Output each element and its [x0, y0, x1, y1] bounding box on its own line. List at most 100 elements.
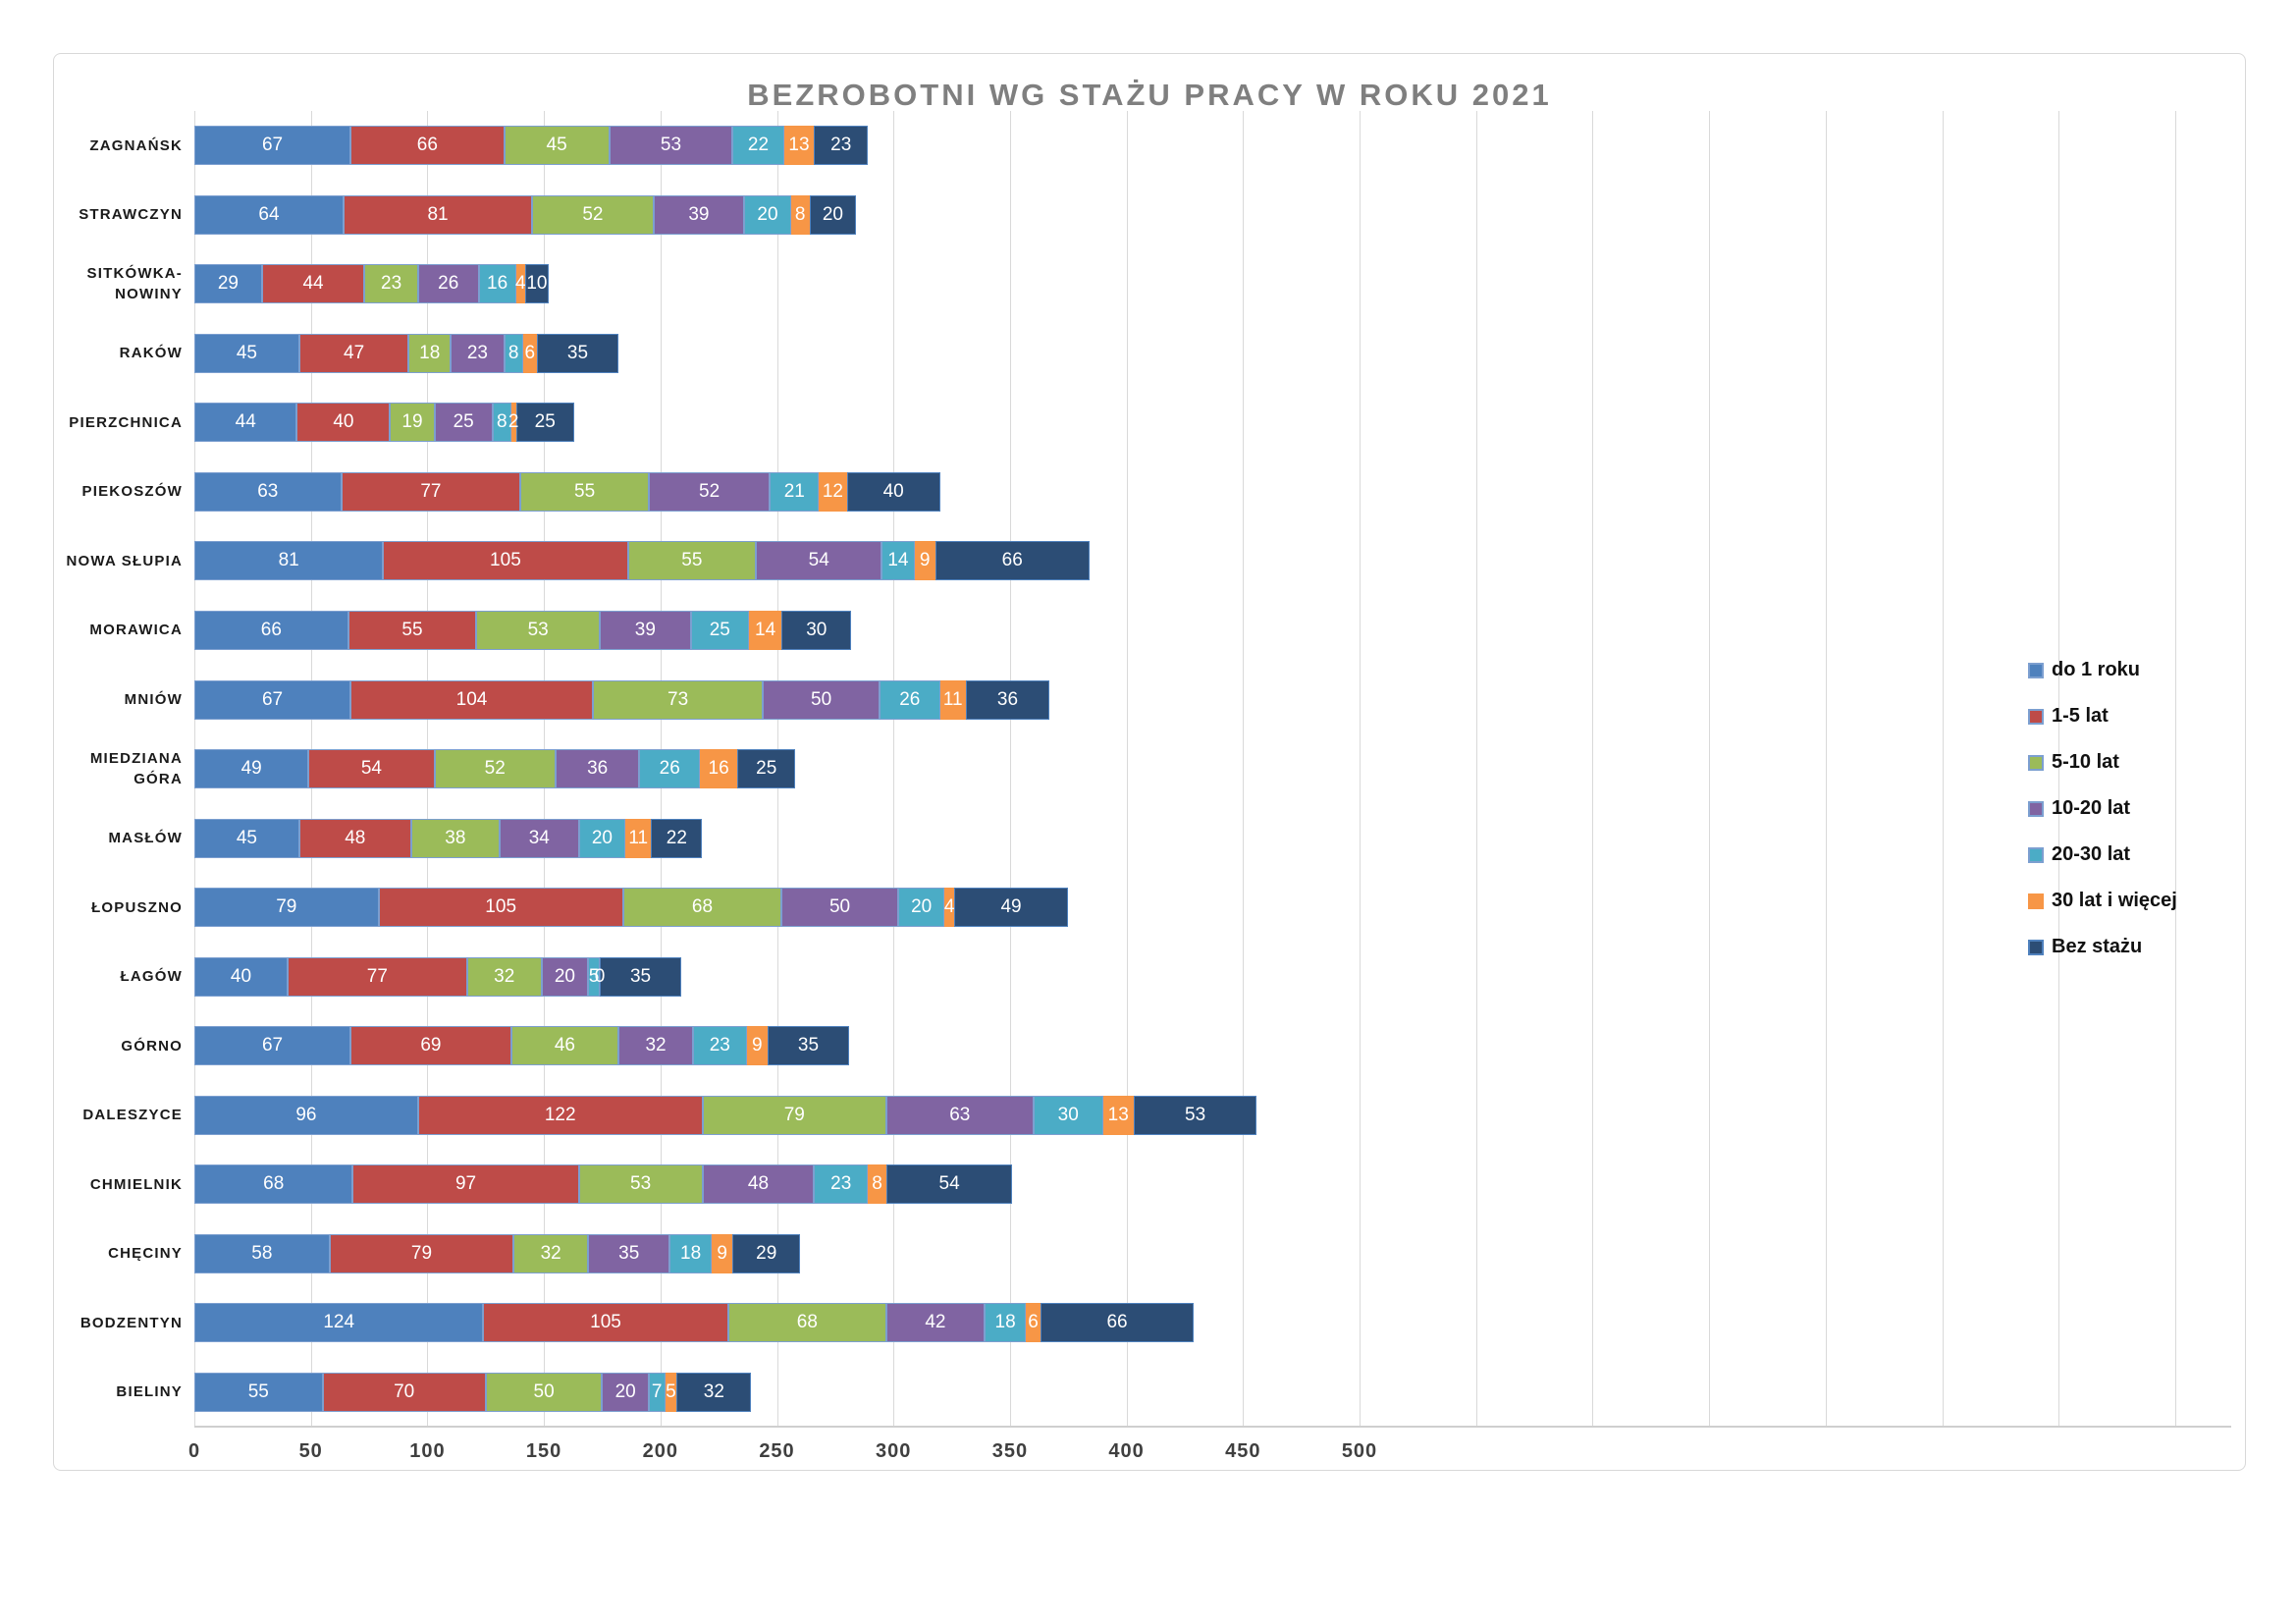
value-label: 79 [783, 1104, 805, 1125]
value-label: 25 [534, 411, 556, 433]
value-label: 18 [994, 1312, 1016, 1333]
bar-segment: 66 [194, 610, 348, 650]
value-label: 68 [263, 1173, 285, 1195]
value-label: 5 [588, 965, 600, 987]
value-label: 4 [515, 273, 526, 295]
value-label: 122 [544, 1104, 576, 1125]
bar-segment: 36 [965, 679, 1050, 720]
x-tick-label: 300 [876, 1440, 912, 1462]
bar-row: CHMIELNIK 68 97 53 48 23 8 54 [62, 1150, 2231, 1219]
bar-segment: 22 [651, 818, 703, 858]
stacked-bar: 63 77 55 52 21 12 40 [194, 471, 940, 512]
bar-segment: 23 [451, 333, 505, 373]
bar-segment: 32 [466, 956, 542, 997]
value-label: 45 [546, 135, 567, 156]
value-label: 6 [524, 342, 536, 363]
stacked-bar: 29 44 23 26 16 4 10 [194, 264, 549, 304]
bar-segment: 40 [846, 471, 940, 512]
bar-segment: 73 [592, 679, 764, 720]
bar-segment: 39 [653, 194, 745, 235]
value-label: 9 [751, 1035, 763, 1056]
bar-segment: 69 [350, 1026, 511, 1066]
category-label: MORAWICA [89, 622, 183, 639]
bar-row: STRAWCZYN 64 81 52 39 20 8 20 [62, 181, 2231, 250]
value-label: 10 [526, 273, 548, 295]
stacked-bar: 44 40 19 25 8 2 25 [194, 403, 574, 443]
value-label: 4 [943, 896, 955, 918]
value-label: 70 [394, 1380, 415, 1402]
bar-segment: 9 [914, 541, 935, 581]
bar-segment: 6 [1026, 1303, 1041, 1343]
bar-segment: 67 [194, 1026, 351, 1066]
value-label: 36 [996, 688, 1019, 710]
bar-segment: 79 [329, 1233, 514, 1273]
bar-segment: 66 [934, 541, 1090, 581]
value-label: 49 [1000, 896, 1022, 918]
bar-segment: 54 [756, 541, 882, 581]
bar-segment: 38 [410, 818, 500, 858]
value-label: 55 [247, 1380, 269, 1402]
bar-segment: 55 [627, 541, 757, 581]
bar-segment: 68 [727, 1303, 887, 1343]
legend-label: 10-20 lat [2052, 797, 2131, 819]
value-label: 8 [507, 342, 519, 363]
stacked-bar: 40 77 32 20 5 0 35 [194, 956, 682, 997]
bar-segment: 26 [639, 749, 701, 789]
value-label: 68 [796, 1312, 818, 1333]
value-label: 12 [822, 480, 843, 502]
value-label: 19 [401, 411, 423, 433]
value-label: 8 [872, 1173, 882, 1195]
bar-segment: 14 [881, 541, 915, 581]
bar-segment: 9 [746, 1026, 768, 1066]
value-label: 18 [680, 1242, 702, 1264]
value-label: 29 [217, 273, 239, 295]
bar-segment: 52 [434, 749, 556, 789]
bar-segment: 13 [1102, 1095, 1134, 1135]
bar-rows: ZAGNAŃSK 67 66 45 53 22 13 23 STRAWCZYN 64 81 52 39 2… [62, 111, 2231, 1427]
bar-segment: 40 [296, 403, 391, 443]
value-label: 22 [666, 827, 687, 848]
bar-segment: 64 [194, 194, 344, 235]
value-label: 20 [591, 827, 613, 848]
gridline [1360, 111, 1361, 1427]
bar-row: MORAWICA 66 55 53 39 25 14 30 [62, 596, 2231, 666]
legend-item: 30 lat i więcej [2028, 878, 2177, 924]
value-label: 58 [251, 1242, 273, 1264]
value-label: 38 [445, 827, 466, 848]
value-label: 53 [1185, 1104, 1206, 1125]
category-label: MIEDZIANA GÓRA [89, 750, 183, 788]
value-label: 23 [830, 1173, 852, 1195]
bar-segment: 81 [343, 194, 533, 235]
value-label: 29 [756, 1242, 777, 1264]
gridline [893, 111, 895, 1427]
value-label: 67 [261, 1035, 284, 1056]
gridline [1243, 111, 1245, 1427]
value-label: 18 [419, 342, 441, 363]
bar-segment: 53 [1133, 1095, 1257, 1135]
bar-row: BODZENTYN 124 105 68 42 18 6 66 [62, 1288, 2231, 1358]
bar-segment: 50 [781, 888, 898, 928]
category-label: SITKÓWKA- NOWINY [86, 265, 183, 303]
bar-segment: 4 [943, 888, 955, 928]
value-label: 79 [276, 896, 297, 918]
value-label: 8 [794, 203, 806, 225]
bar-segment: 18 [984, 1303, 1027, 1343]
value-label: 0 [594, 965, 606, 987]
value-label: 42 [925, 1312, 946, 1333]
value-label: 53 [527, 619, 549, 640]
bar-segment: 97 [352, 1164, 579, 1205]
value-label: 36 [587, 758, 609, 780]
bar-row: ZAGNAŃSK 67 66 45 53 22 13 23 [62, 111, 2231, 181]
value-label: 34 [528, 827, 550, 848]
bar-segment: 7 [648, 1372, 666, 1412]
bar-row: BIELINY 55 70 50 20 7 5 32 [62, 1358, 2231, 1428]
x-axis-line [194, 1426, 2231, 1428]
bar-segment: 25 [515, 403, 574, 443]
value-label: 26 [659, 758, 680, 780]
bar-segment: 8 [492, 403, 511, 443]
value-label: 16 [487, 273, 508, 295]
bar-segment: 63 [194, 471, 342, 512]
value-label: 48 [747, 1173, 770, 1195]
stacked-bar: 79 105 68 50 20 4 49 [194, 888, 1069, 928]
stacked-bar: 81 105 55 54 14 9 66 [194, 541, 1090, 581]
